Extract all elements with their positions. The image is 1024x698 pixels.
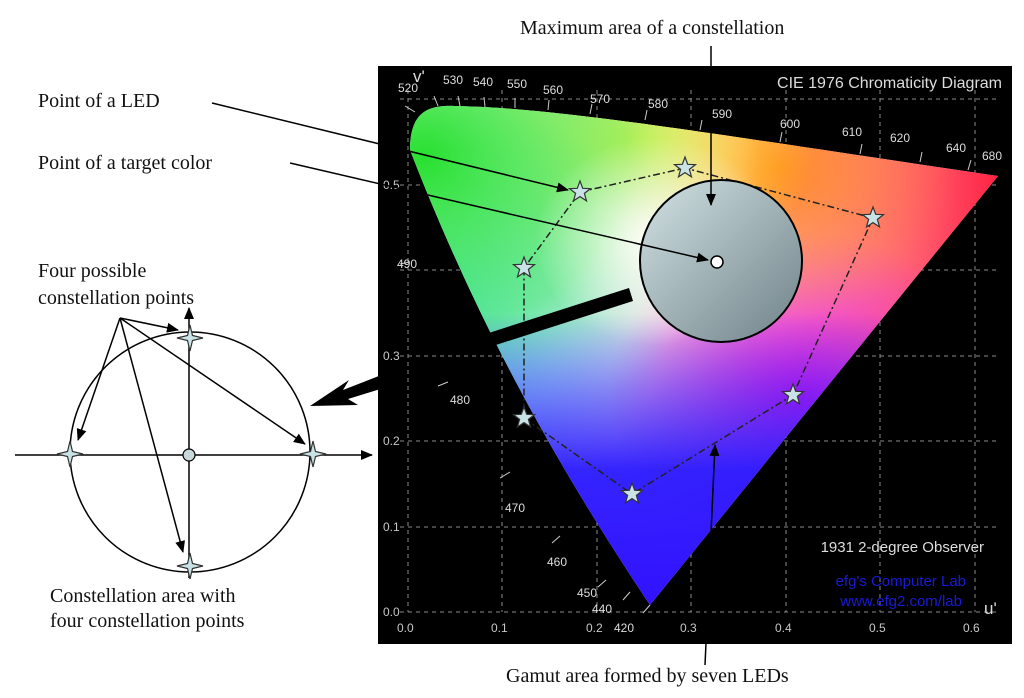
wl-560: 560 xyxy=(543,83,563,97)
big-arrow xyxy=(310,374,390,406)
led-star-4 xyxy=(780,382,806,406)
y-tick-5: 0.5 xyxy=(383,178,400,192)
x-tick-0: 0.0 xyxy=(397,621,414,635)
wl-620: 620 xyxy=(890,131,910,145)
wl-520: 520 xyxy=(398,81,418,95)
label-target-point: Point of a target color xyxy=(38,152,213,174)
wl-420: 420 xyxy=(614,621,634,635)
target-color-point xyxy=(710,255,724,269)
wl-540: 540 xyxy=(473,75,493,89)
wl-570: 570 xyxy=(590,92,610,106)
led-star-5 xyxy=(619,481,645,505)
label-four-points-2: constellation points xyxy=(38,287,195,309)
arrow-led xyxy=(211,102,569,193)
y-axis-label: v' xyxy=(413,67,425,86)
inset-star-4 xyxy=(176,552,204,580)
label-led-point: Point of a LED xyxy=(38,90,160,112)
axis-ticks: 0.0 0.1 0.2 0.3 0.4 0.5 0.6 0.0 0.1 0.2 … xyxy=(383,178,980,635)
chart-title: CIE 1976 Chromaticity Diagram xyxy=(777,75,1002,92)
wl-610: 610 xyxy=(842,125,862,139)
label-max-area: Maximum area of a constellation xyxy=(520,17,785,39)
wl-490: 490 xyxy=(397,257,417,271)
y-tick-0: 0.0 xyxy=(383,605,400,619)
inset-star-1 xyxy=(176,324,204,352)
spectral-ticks xyxy=(399,95,972,614)
label-area-2: four constellation points xyxy=(50,610,245,632)
constellation-inset xyxy=(15,307,373,580)
inset-center-point xyxy=(182,448,196,462)
x-tick-2: 0.2 xyxy=(586,621,603,635)
led-points xyxy=(511,155,886,505)
led-star-7 xyxy=(511,255,537,279)
inset-star-3 xyxy=(299,440,327,468)
y-tick-1: 0.1 xyxy=(383,520,400,534)
y-tick-3: 0.3 xyxy=(383,349,400,363)
label-four-points-1: Four possible xyxy=(38,260,147,282)
x-tick-6: 0.6 xyxy=(963,621,980,635)
led-star-3 xyxy=(860,205,886,229)
x-tick-3: 0.3 xyxy=(680,621,697,635)
observer-label: 1931 2-degree Observer xyxy=(821,539,984,556)
inset-pointer-lines xyxy=(76,317,306,553)
x-axis-label: u' xyxy=(984,599,997,618)
label-gamut: Gamut area formed by seven LEDs xyxy=(506,665,789,687)
x-tick-1: 0.1 xyxy=(491,621,508,635)
x-tick-4: 0.4 xyxy=(775,621,792,635)
wl-580: 580 xyxy=(648,97,668,111)
wl-590: 590 xyxy=(712,107,732,121)
credit-line-2: www.efg2.com/lab xyxy=(839,593,962,610)
wl-460: 460 xyxy=(547,555,567,569)
inset-constellation-points xyxy=(56,324,327,580)
wl-480: 480 xyxy=(450,393,470,407)
y-tick-2: 0.2 xyxy=(383,434,400,448)
label-area-1: Constellation area with xyxy=(50,585,236,607)
arrow-target xyxy=(289,162,709,263)
wl-470: 470 xyxy=(505,501,525,515)
wl-530: 530 xyxy=(443,73,463,87)
led-star-6 xyxy=(511,405,537,429)
wavelength-labels: 420 440 450 460 470 480 490 520 530 540 … xyxy=(397,73,1002,635)
pointer-bar xyxy=(470,288,633,352)
led-star-1 xyxy=(567,179,593,203)
annotation-arrows xyxy=(211,46,720,666)
wl-440: 440 xyxy=(592,602,612,616)
inset-star-2 xyxy=(56,440,84,468)
wl-680: 680 xyxy=(982,149,1002,163)
led-star-2 xyxy=(672,155,698,179)
wl-450: 450 xyxy=(577,586,597,600)
credit-line-1: efg's Computer Lab xyxy=(836,573,966,590)
wl-640: 640 xyxy=(946,141,966,155)
wl-550: 550 xyxy=(507,77,527,91)
arrow-gamut xyxy=(704,444,720,666)
x-tick-5: 0.5 xyxy=(869,621,886,635)
wl-600: 600 xyxy=(780,117,800,131)
